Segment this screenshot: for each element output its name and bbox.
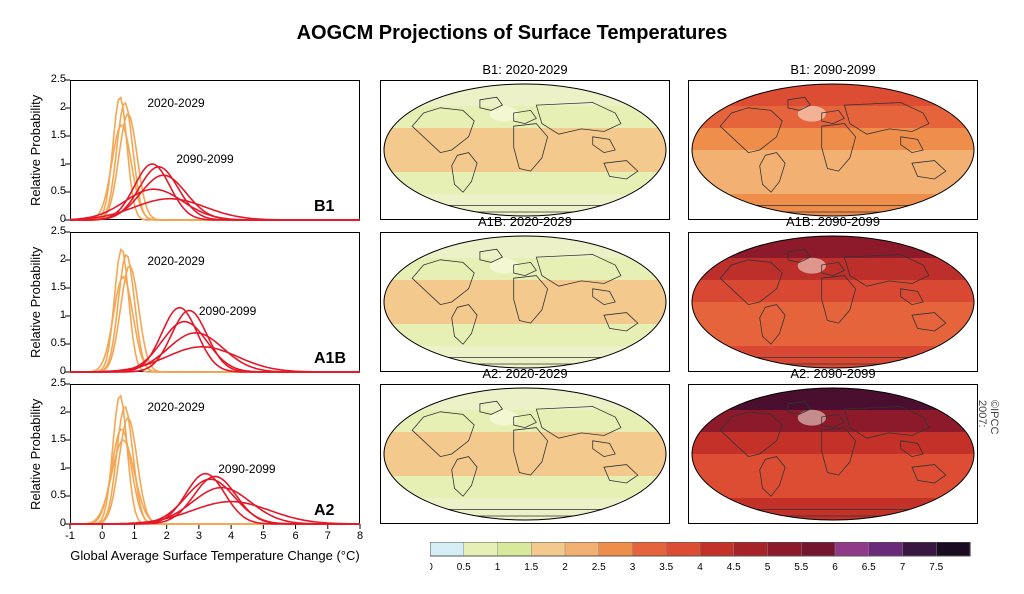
svg-text:6: 6 bbox=[832, 562, 838, 573]
scenario-label-A2: A2 bbox=[314, 502, 334, 520]
late-label-A2: 2090-2099 bbox=[218, 462, 275, 476]
svg-text:3: 3 bbox=[630, 562, 636, 573]
early-label-B1: 2020-2029 bbox=[147, 96, 204, 110]
ylabel-A1B: Relative Probability bbox=[28, 218, 43, 358]
svg-text:0: 0 bbox=[430, 562, 433, 573]
xtick: -1 bbox=[60, 530, 80, 542]
svg-text:4.5: 4.5 bbox=[727, 562, 741, 573]
late-label-A1B: 2090-2099 bbox=[199, 304, 256, 318]
svg-text:4: 4 bbox=[697, 562, 703, 573]
xtick: 1 bbox=[124, 530, 144, 542]
xtick: 5 bbox=[253, 530, 273, 542]
xtick: 6 bbox=[286, 530, 306, 542]
svg-text:0.5: 0.5 bbox=[457, 562, 471, 573]
svg-text:6.5: 6.5 bbox=[862, 562, 876, 573]
early-label-A1B: 2020-2029 bbox=[147, 254, 204, 268]
early-label-A2: 2020-2029 bbox=[147, 400, 204, 414]
scenario-label-A1B: A1B bbox=[314, 350, 346, 368]
svg-text:5.5: 5.5 bbox=[794, 562, 808, 573]
ytick: 0 bbox=[38, 517, 66, 529]
main-title: AOGCM Projections of Surface Temperature… bbox=[0, 22, 1024, 45]
ylabel-A2: Relative Probability bbox=[28, 370, 43, 510]
map-title-late-A1B: A1B: 2090-2099 bbox=[688, 214, 978, 229]
svg-text:2: 2 bbox=[562, 562, 568, 573]
map-title-late-A2: A2: 2090-2099 bbox=[688, 366, 978, 381]
svg-text:7: 7 bbox=[900, 562, 906, 573]
xtick: 3 bbox=[189, 530, 209, 542]
svg-text:1.5: 1.5 bbox=[524, 562, 538, 573]
xlabel: Global Average Surface Temperature Chang… bbox=[70, 548, 360, 563]
colorbar: 0 0.5 1 1.5 2 2.5 3 3.5 4 4.5 5 5.5 6 6.5 7 7.5 bbox=[430, 542, 1000, 581]
map-title-late-B1: B1: 2090-2099 bbox=[688, 62, 978, 77]
svg-text:1: 1 bbox=[495, 562, 501, 573]
map-title-early-A2: A2: 2020-2029 bbox=[380, 366, 670, 381]
map-title-early-B1: B1: 2020-2029 bbox=[380, 62, 670, 77]
svg-text:7.5: 7.5 bbox=[929, 562, 943, 573]
svg-text:5: 5 bbox=[765, 562, 771, 573]
scenario-label-B1: B1 bbox=[314, 198, 334, 216]
svg-text:3.5: 3.5 bbox=[659, 562, 673, 573]
ylabel-B1: Relative Probability bbox=[28, 66, 43, 206]
xtick: 7 bbox=[318, 530, 338, 542]
xtick: 0 bbox=[92, 530, 112, 542]
svg-text:2.5: 2.5 bbox=[592, 562, 606, 573]
xtick: 2 bbox=[157, 530, 177, 542]
late-label-B1: 2090-2099 bbox=[176, 152, 233, 166]
xtick: 4 bbox=[221, 530, 241, 542]
xtick: 8 bbox=[350, 530, 370, 542]
map-title-early-A1B: A1B: 2020-2029 bbox=[380, 214, 670, 229]
